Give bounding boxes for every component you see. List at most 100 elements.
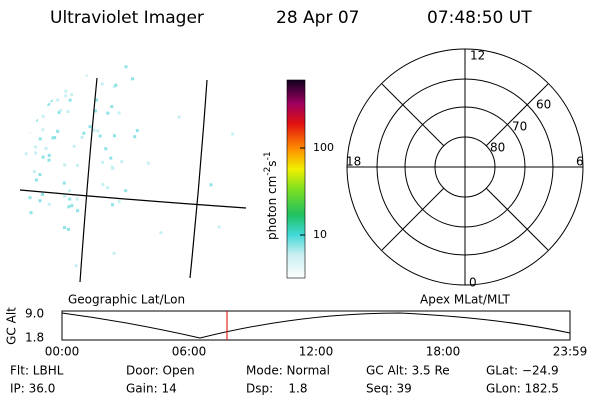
speckle [82,131,86,135]
speckle [75,197,79,201]
speckle [75,163,79,167]
speckle [85,283,89,285]
timeline-ytick: 9.0 [25,307,44,321]
speckle [64,94,68,98]
speckle [34,118,38,122]
speckle [47,153,51,157]
lat-label: 80 [490,141,505,155]
speckle [41,192,45,196]
speckle [47,202,51,206]
title: Ultraviolet Imager [50,8,204,28]
speckle [40,86,44,90]
speckle [49,76,53,80]
speckle [209,183,213,187]
label-part: -1 [263,151,273,160]
speckle [41,69,45,73]
speckle [56,129,60,133]
footer-field: Gain: 14 [126,382,177,396]
speckle [62,181,66,185]
speckle [114,83,118,87]
footer-field: Flt: LBHL [10,364,64,378]
speckle [57,70,61,74]
speckle [33,107,37,111]
speckle [44,74,48,78]
colorbar-tick-label: 100 [313,141,334,154]
speckle [106,186,110,190]
speckle [56,98,60,102]
colorbar-tick-label: 10 [313,228,327,241]
speckle [120,160,124,164]
colorbar [286,79,306,279]
lat-label: 60 [536,98,551,112]
geo-grid [19,77,247,283]
speckle [34,151,38,155]
speckle [37,104,41,108]
image-speckle [23,65,235,285]
speckle [70,204,74,208]
speckle [38,137,42,141]
speckle [214,88,218,92]
footer-field: GLat: −24.9 [486,364,559,378]
speckle [68,98,72,102]
speckle [41,128,45,132]
speckle [217,225,221,229]
speckle [135,129,139,133]
timeline-frame [61,310,571,341]
speckle [72,144,76,148]
speckle [63,226,67,230]
label-part: -2 [263,167,273,176]
speckle [74,264,78,268]
speckle [27,130,31,134]
mlt-label: 18 [346,155,361,169]
speckle [53,136,57,140]
speckle [68,275,72,279]
speckle [159,231,163,235]
speckle [34,145,38,149]
label-part: photon cm [265,176,279,240]
projection-label: Geographic Lat/Lon [68,293,185,307]
speckle [104,147,108,151]
speckle [34,178,38,182]
speckle [96,129,100,133]
speckle [66,66,70,70]
speckle [43,71,47,75]
speckle [44,146,48,150]
speckle [65,66,69,70]
footer-field: IP: 36.0 [10,382,55,396]
timeline-xtick: 12:00 [299,345,334,359]
polar-grid [346,48,584,286]
speckle [41,114,45,118]
speckle [60,71,64,75]
speckle [231,132,235,136]
speckle [41,155,45,159]
speckle [29,211,33,215]
speckle [32,170,36,174]
speckle [66,227,70,231]
speckle [80,135,84,139]
date: 28 Apr 07 [276,8,359,28]
speckle [38,199,42,203]
speckle [84,73,88,77]
speckle [98,134,102,138]
speckle [88,125,92,129]
colorbar-label: photon cm-2s-1 [263,151,279,240]
timeline-ytick: 1.8 [25,331,44,345]
speckle [76,65,80,69]
timeline-ylabel: GC Alt [5,307,19,345]
speckle [66,66,70,70]
altitude-curve [61,312,571,339]
speckle [34,74,38,78]
speckle [47,102,51,106]
time: 07:48:50 UT [427,8,532,28]
speckle [24,152,28,156]
footer-field: Door: Open [126,364,195,378]
footer-field: Seq: 39 [366,382,412,396]
speckle [25,78,29,82]
speckle [111,166,115,170]
speckle [41,83,45,87]
speckle [65,70,69,74]
speckle [23,101,27,105]
speckle [70,93,74,97]
speckle [92,128,96,132]
footer-field: Mode: Normal [246,364,330,378]
